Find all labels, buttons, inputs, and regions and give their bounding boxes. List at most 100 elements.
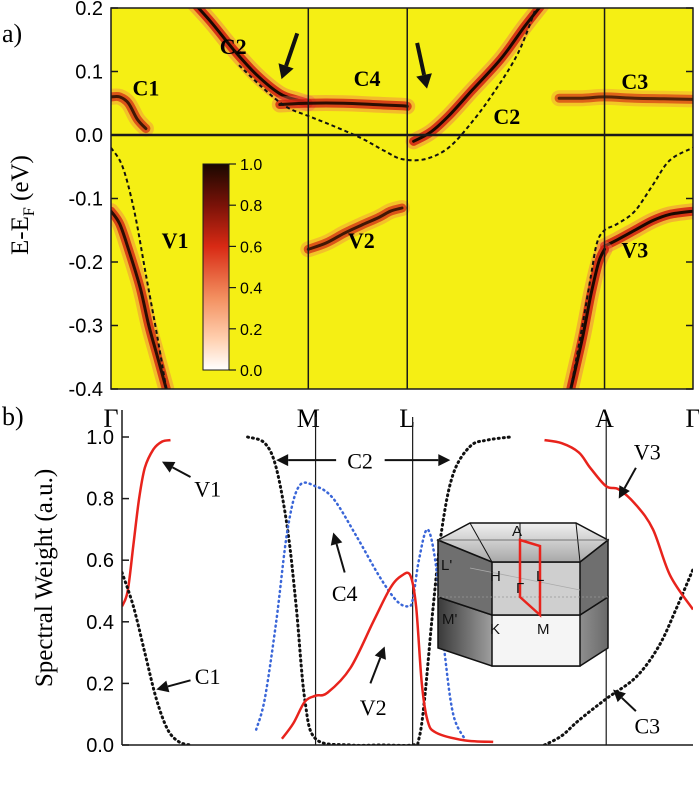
- bz-labels: A L' HΓL M' K M: [441, 523, 550, 638]
- series-C1: [122, 571, 192, 745]
- annotation-arrow-head: [330, 532, 343, 546]
- band-label: V2: [348, 228, 375, 253]
- y-tick-label: 0.0: [86, 735, 114, 757]
- y-tick-label: -0.3: [69, 316, 103, 338]
- band-layer: [111, 8, 693, 389]
- bz-label: H: [490, 568, 501, 585]
- annotation-arrow-shaft: [621, 697, 637, 712]
- series-V3: [544, 438, 693, 611]
- series-C2: [246, 435, 512, 745]
- band-label: C4: [354, 66, 381, 91]
- arrow-shaft: [415, 42, 427, 76]
- panel-b-annotations: V1 C1 C4 V2 V3 C3 C2: [156, 439, 661, 739]
- arrow-head: [278, 63, 294, 80]
- y-tick-label: 0.2: [86, 673, 114, 695]
- band-label: V3: [621, 237, 648, 262]
- band-core-V3-lower: [569, 247, 606, 389]
- brillouin-zone-inset: A L' HΓL M' K M: [436, 522, 610, 667]
- series-C3: [543, 567, 693, 745]
- bz-label: L: [536, 568, 544, 585]
- panel-a-y-axis-label: E-EF (eV): [7, 155, 38, 255]
- y-tick-label: 0.2: [75, 0, 103, 20]
- dashed-curve-layer: [111, 8, 693, 389]
- colorbar-tick-label: 0.8: [240, 198, 262, 215]
- colorbar-tick-label: 0.2: [240, 322, 262, 339]
- series-annotation: C1: [195, 664, 221, 689]
- y-tick-label: 0.0: [75, 125, 103, 147]
- y-tick-label: 1.0: [86, 427, 114, 449]
- panel-a-band-labels: C1 C2 C4 C2 C3 V1 V2 V3: [132, 34, 648, 262]
- y-tick-label: -0.4: [69, 379, 103, 401]
- band-label: C2: [220, 34, 247, 59]
- dashed-curve-right: [569, 146, 693, 389]
- band-core-V3-upper: [603, 209, 693, 248]
- panel-a-arrows: [278, 32, 432, 89]
- kpoint-label: Γ: [103, 404, 118, 433]
- ylabel-unit: (eV): [7, 155, 34, 207]
- annotation-arrow-head: [438, 454, 451, 467]
- annotation-arrow-head: [374, 646, 386, 660]
- series-annotation: V3: [634, 439, 661, 464]
- annotation-arrow-shaft: [335, 543, 346, 573]
- annotation-arrow-shaft: [369, 657, 382, 684]
- band-core-C1: [111, 94, 148, 131]
- annotation-arrow-head: [161, 461, 176, 473]
- bz-label: A: [512, 523, 522, 540]
- y-tick-label: -0.2: [69, 252, 103, 274]
- panel-a: a) 0.2 0.1 0.0 -0.1 -0.2 -0.3 -0.4 C1 C2 C4 C2 C3 V…: [2, 0, 694, 401]
- annotation-arrow-shaft: [623, 467, 637, 489]
- bz-label: Γ: [516, 580, 524, 597]
- panel-b-y-ticks: 1.0 0.8 0.6 0.4 0.2 0.0: [86, 427, 129, 757]
- bz-top-edge-2: [575, 522, 581, 563]
- panel-b: b) 1.0 0.8 0.6 0.4 0.2 0.0 Spectral Weight (a…: [2, 402, 693, 757]
- panel-b-label: b): [2, 402, 24, 431]
- kpoint-label: L: [399, 404, 415, 433]
- band-core-C2-right: [412, 8, 542, 143]
- y-tick-label: 0.6: [86, 550, 114, 572]
- panel-b-y-axis-label: Spectral Weight (a.u.): [31, 469, 58, 687]
- annotation-arrow-shaft: [172, 466, 191, 478]
- bz-label: M': [442, 611, 457, 628]
- annotation-arrow-head: [156, 680, 170, 693]
- ylabel-subscript: F: [21, 207, 38, 216]
- c2-annotation: C2: [347, 449, 373, 474]
- y-tick-label: 0.4: [86, 612, 114, 634]
- series-annotation: C4: [332, 581, 358, 606]
- kpoint-label: A: [595, 404, 614, 433]
- band-core-C4: [278, 101, 409, 108]
- bz-inner-line: [469, 567, 581, 591]
- band-core-V1: [111, 209, 168, 389]
- arrow-shaft: [284, 32, 300, 67]
- panel-a-label: a): [2, 19, 22, 48]
- kpoint-label: M: [297, 404, 320, 433]
- bz-front-face-lower: [491, 614, 581, 667]
- bz-label: L': [441, 557, 452, 574]
- arrow-head: [416, 73, 432, 89]
- colorbar-tick-label: 0.0: [240, 363, 262, 380]
- annotation-arrow-head: [618, 485, 630, 499]
- annotation-arrow-head: [613, 689, 626, 703]
- y-tick-label: 0.1: [75, 62, 103, 84]
- dashed-curve-middle: [238, 8, 537, 162]
- colorbar-tick-label: 0.6: [240, 239, 262, 256]
- band-label: C2: [493, 104, 520, 129]
- panel-a-plot-area: [111, 8, 693, 389]
- colorbar-gradient: [202, 163, 230, 371]
- kpoint-lines-a: [307, 8, 606, 389]
- series-annotation: V2: [360, 695, 387, 720]
- series-V1: [122, 438, 171, 607]
- kpoint-label: Γ: [685, 404, 699, 433]
- band-label: C3: [621, 69, 648, 94]
- bz-label: K: [490, 621, 500, 638]
- colorbar-ticks: 1.0 0.8 0.6 0.4 0.2 0.0: [229, 157, 262, 380]
- ylabel-main: E-E: [7, 216, 34, 255]
- dashed-curve-left: [111, 147, 168, 389]
- panel-a-y-ticks: 0.2 0.1 0.0 -0.1 -0.2 -0.3 -0.4: [69, 0, 693, 401]
- bz-top-edge-1: [469, 522, 493, 563]
- band-core-C3: [557, 95, 693, 101]
- colorbar: 1.0 0.8 0.6 0.4 0.2 0.0: [202, 157, 262, 380]
- bz-irreducible-path: [518, 538, 542, 618]
- colorbar-tick-label: 1.0: [240, 157, 262, 174]
